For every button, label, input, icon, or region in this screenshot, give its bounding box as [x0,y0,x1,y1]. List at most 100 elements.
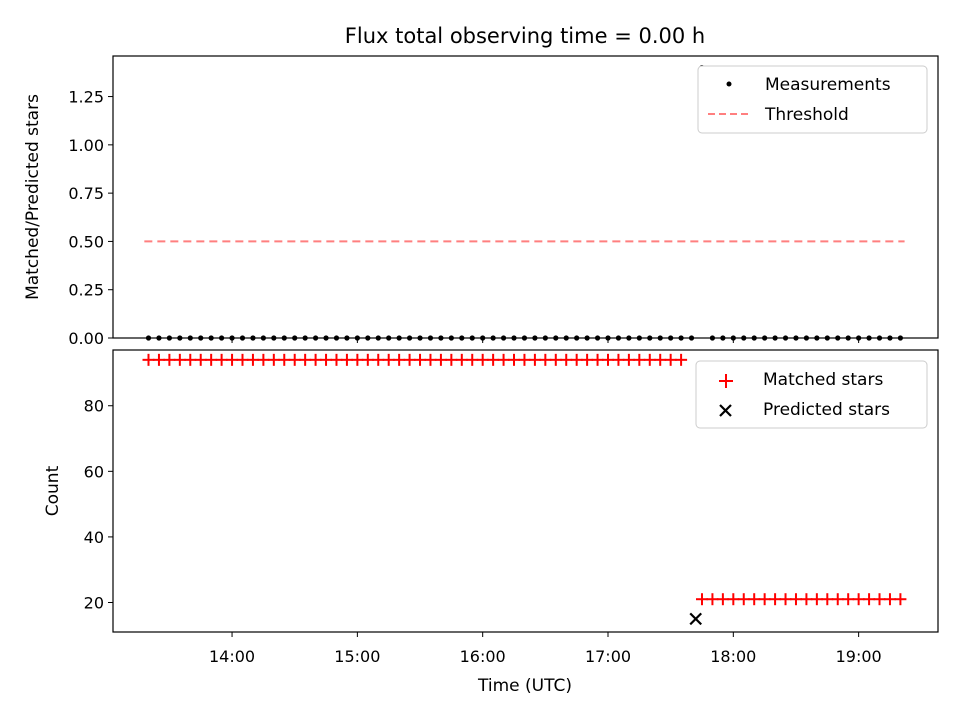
matched-star-point [267,353,280,366]
matched-star-point [299,353,312,366]
matched-star-point [246,353,259,366]
top-y-axis: 0.00 0.25 0.50 0.75 1.00 1.25 [68,88,860,348]
matched-star-point [414,353,427,366]
matched-star-point [434,353,447,366]
matched-star-point [309,353,322,366]
bottom-y-tick-label: 60 [84,462,104,481]
matched-star-point [152,353,165,366]
matched-star-point [455,353,468,366]
top-y-tick-label: 0.25 [68,281,104,300]
top-y-axis-label: Matched/Predicted stars [23,94,43,300]
legend-matched-marker [719,374,733,388]
matched-star-point [508,353,521,366]
matched-star-point [487,353,500,366]
bottom-y-axis-label: Count [43,465,63,516]
matched-star-point [842,593,855,606]
top-y-tick-label: 0.50 [68,232,104,251]
matched-star-point [758,593,771,606]
top-y-tick-label: 1.25 [68,88,104,107]
matched-star-point [393,353,406,366]
legend-matched-label: Matched stars [763,370,883,390]
top-plot-frame [112,55,939,339]
matched-star-point [163,353,176,366]
matched-star-point [654,353,667,366]
matched-star-point [581,353,594,366]
legend-predicted-label: Predicted stars [763,400,890,420]
matched-star-point [779,593,792,606]
matched-star-point [716,593,729,606]
matched-star-point [633,353,646,366]
matched-star-point [695,593,708,606]
matched-star-point [445,353,458,366]
matched-star-point [591,353,604,366]
top-panel: 0.00 0.25 0.50 0.75 1.00 1.25 Matched/Predict… [23,55,939,348]
matched-star-point [883,593,896,606]
bottom-legend: Matched stars Predicted stars [695,360,928,429]
legend-measurements-marker [726,81,732,87]
x-tick-label: 16:00 [460,647,506,666]
predicted-star-point [689,612,702,626]
matched-star-point [570,353,583,366]
matched-star-point [278,353,291,366]
matched-star-point [320,353,333,366]
bottom-panel: 20 40 60 80 14:00 15:00 16:00 17:00 18:00 19:00 C… [43,349,939,696]
bottom-y-tick-label: 40 [84,528,104,547]
matched-star-point [215,353,228,366]
matched-star-point [173,353,186,366]
matched-star-point [497,353,510,366]
matched-star-point [894,593,907,606]
bottom-y-tick-label: 80 [84,397,104,416]
matched-star-point [403,353,416,366]
matched-star-point [257,353,270,366]
matched-star-point [288,353,301,366]
matched-star-point [205,353,218,366]
matched-star-point [226,353,239,366]
top-y-tick-label: 0.00 [68,329,104,348]
matched-star-point [194,353,207,366]
chart-title: Flux total observing time = 0.00 h [345,24,705,48]
x-tick-label: 18:00 [710,647,756,666]
matched-star-point [424,353,437,366]
bottom-y-tick-label: 20 [84,593,104,612]
matched-star-point [789,593,802,606]
legend-threshold-label: Threshold [764,105,849,125]
matched-star-point [810,593,823,606]
matched-star-point [382,353,395,366]
matched-star-point [361,353,374,366]
matched-star-point [800,593,813,606]
matched-star-point [675,353,688,366]
matched-star-point [727,593,740,606]
matched-star-point [737,593,750,606]
matched-star-point [560,353,573,366]
matched-star-point [643,353,656,366]
matched-star-point [184,353,197,366]
x-tick-label: 17:00 [585,647,631,666]
matched-star-point [330,353,343,366]
matched-star-point [372,353,385,366]
x-axis-label: Time (UTC) [477,676,572,696]
matched-star-point [539,353,552,366]
top-legend: Measurements Threshold [697,65,928,134]
matched-star-point [236,353,249,366]
matched-star-point [340,353,353,366]
legend-predicted-marker [719,404,732,417]
matched-star-point [863,593,876,606]
x-tick-label: 14:00 [209,647,255,666]
matched-star-point [852,593,865,606]
matched-star-point [476,353,489,366]
bottom-axes: 20 40 60 80 14:00 15:00 16:00 17:00 18:00 19:00 [84,397,882,666]
top-legend-box [697,65,928,134]
top-y-tick-label: 0.75 [68,184,104,203]
x-tick-label: 15:00 [334,647,380,666]
matched-star-point [528,353,541,366]
matched-star-point [873,593,886,606]
matched-star-point [549,353,562,366]
bottom-legend-box [695,360,928,429]
bottom-plot-frame [112,349,939,633]
matched-star-point [142,353,155,366]
matched-star-point [612,353,625,366]
x-tick-label: 19:00 [836,647,882,666]
matched-star-point [706,593,719,606]
matched-star-point [831,593,844,606]
